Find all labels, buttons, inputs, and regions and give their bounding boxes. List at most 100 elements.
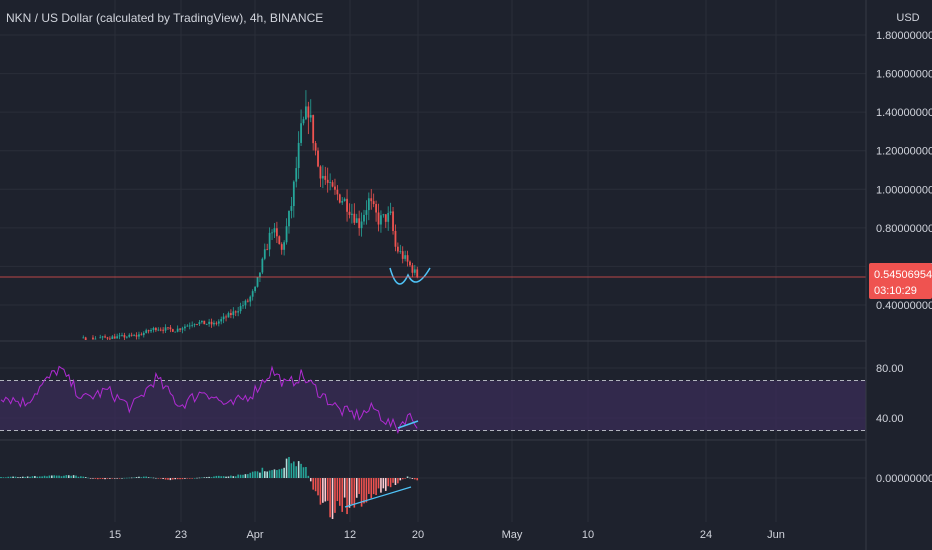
macd-bar — [399, 478, 402, 481]
time-tick-label: 20 — [412, 529, 424, 541]
macd-bar — [416, 478, 419, 481]
candle — [113, 333, 116, 339]
time-axis[interactable]: 15 23 Apr 12 20 May 10 24 Jun — [109, 529, 785, 541]
price-tag-box — [869, 263, 932, 299]
candle — [285, 218, 288, 245]
macd-bar — [370, 478, 373, 499]
candle — [411, 262, 414, 278]
candle-body — [283, 242, 286, 250]
candle — [367, 192, 370, 221]
candle-body — [205, 323, 208, 325]
macd-bar — [19, 477, 22, 478]
candle — [118, 332, 121, 340]
macd-bar — [220, 476, 223, 478]
candle-body — [406, 255, 409, 262]
candle-body — [237, 311, 240, 313]
macd-bar — [297, 461, 300, 478]
candle — [164, 324, 167, 333]
macd-bar — [84, 477, 87, 478]
macd-bar — [312, 478, 314, 490]
candle — [150, 328, 152, 333]
candle-body — [121, 335, 123, 336]
macd-bar — [225, 476, 227, 478]
candle — [169, 324, 172, 333]
candle-body — [244, 300, 247, 306]
macd-bar — [244, 474, 247, 478]
candle — [176, 325, 179, 333]
macd-axis[interactable]: 0.00000000 — [876, 473, 932, 485]
macd-bar — [201, 477, 203, 479]
candle-body — [140, 334, 143, 336]
candle — [128, 333, 131, 338]
candle-body — [154, 328, 157, 331]
candle — [193, 323, 196, 328]
macd-bar — [290, 463, 293, 478]
macd-bar — [138, 476, 140, 478]
macd-bar — [130, 477, 133, 479]
candle — [307, 101, 310, 135]
candle — [416, 266, 419, 279]
macd-bar — [401, 478, 404, 480]
candle — [213, 320, 215, 327]
candle — [167, 327, 169, 330]
candle-body — [370, 198, 373, 202]
candle-body — [101, 336, 104, 338]
candle — [300, 109, 302, 146]
candle — [200, 320, 203, 324]
candle-body — [179, 328, 181, 330]
candle — [111, 335, 114, 340]
candle-body — [92, 337, 94, 340]
candle-body — [334, 186, 336, 190]
candle — [225, 314, 227, 322]
candle-body — [324, 175, 327, 180]
macd-bar — [21, 476, 24, 478]
candle-body — [193, 324, 196, 325]
candle-body — [125, 336, 128, 338]
candle — [278, 235, 281, 245]
macd-bar — [193, 478, 196, 479]
candle — [138, 331, 140, 340]
macd-bar — [147, 477, 150, 478]
candle-body — [396, 246, 399, 252]
candle-body — [300, 123, 302, 143]
macd-bar — [404, 478, 406, 479]
candle-body — [380, 215, 382, 225]
macd-bar — [256, 471, 259, 478]
candle-body — [142, 332, 145, 336]
macd-bar — [382, 478, 385, 489]
candle-body — [188, 325, 191, 327]
macd-bar — [58, 475, 60, 478]
macd-bar — [266, 471, 268, 478]
candle — [329, 173, 332, 191]
macd-bar — [101, 478, 104, 480]
price-tag-countdown: 03:10:29 — [874, 285, 917, 297]
candle — [380, 210, 382, 233]
candle — [341, 197, 344, 205]
rsi-axis[interactable]: 80.00 40.00 — [876, 363, 904, 425]
macd-bar — [7, 476, 10, 478]
candle-body — [118, 335, 121, 337]
candle-body — [167, 327, 169, 329]
macd-bar — [116, 478, 118, 479]
candle-body — [309, 115, 312, 118]
candle-body — [242, 305, 244, 307]
macd-bar — [375, 478, 377, 496]
candle — [244, 299, 247, 309]
candle-body — [230, 313, 232, 316]
candle-body — [220, 319, 223, 322]
candle-body — [375, 204, 377, 213]
macd-bar — [351, 478, 353, 505]
macd-bar — [104, 478, 106, 480]
candle — [334, 178, 336, 195]
macd-bar — [409, 477, 411, 479]
macd-bar — [172, 478, 174, 480]
candle-body — [227, 313, 230, 318]
candle-body — [355, 218, 358, 223]
macd-bar — [285, 458, 288, 478]
price-axis[interactable]: 1.80000000 1.60000000 1.40000000 1.20000000… — [876, 30, 932, 312]
current-price-tag: 0.54506954 03:10:29 — [869, 263, 932, 299]
candle-body — [288, 210, 290, 227]
time-tick-label: 23 — [175, 529, 187, 541]
